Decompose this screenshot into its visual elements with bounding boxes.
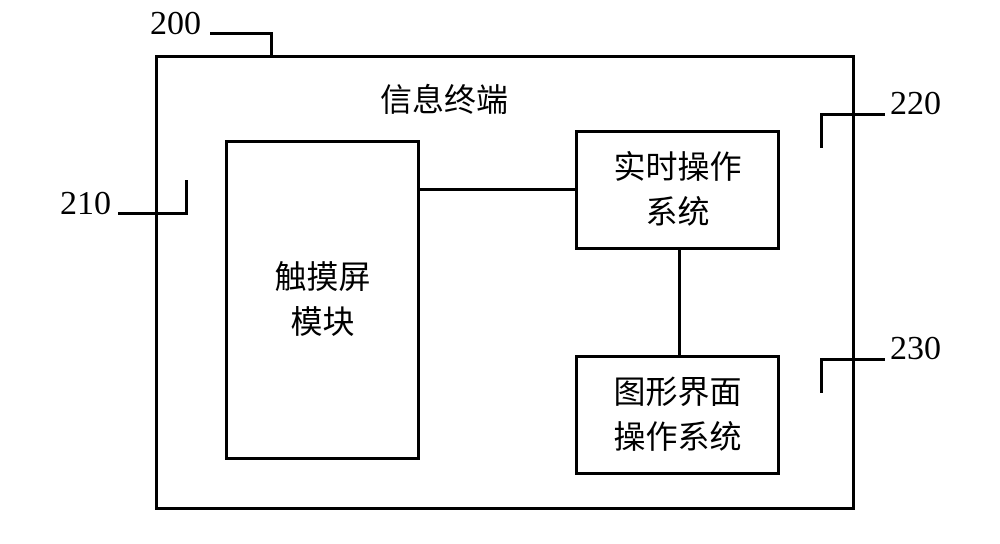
touchscreen-module-box: 触摸屏 模块 [225,140,420,460]
leader-220-v [820,113,823,148]
leader-230-v [820,358,823,393]
leader-230-h [820,358,885,361]
block-diagram: 信息终端 200 触摸屏 模块 210 实时操作 系统 220 图形界面 操作系… [0,0,1000,544]
gui-os-label: 图形界面 操作系统 [613,370,741,460]
ref-label-220: 220 [890,85,941,123]
connector-rtos-to-gui [678,250,681,355]
touchscreen-module-label: 触摸屏 模块 [274,255,370,345]
leader-200-h [210,32,270,35]
ref-label-230: 230 [890,330,941,368]
realtime-os-label: 实时操作 系统 [613,145,741,235]
leader-210-v [185,180,188,215]
leader-220-h [820,113,885,116]
leader-200-v [270,32,273,57]
ref-label-200: 200 [150,5,201,43]
container-title: 信息终端 [380,75,508,121]
connector-touch-to-rtos [420,188,575,191]
realtime-os-box: 实时操作 系统 [575,130,780,250]
gui-os-box: 图形界面 操作系统 [575,355,780,475]
leader-210-h [118,212,188,215]
ref-label-210: 210 [60,185,111,223]
